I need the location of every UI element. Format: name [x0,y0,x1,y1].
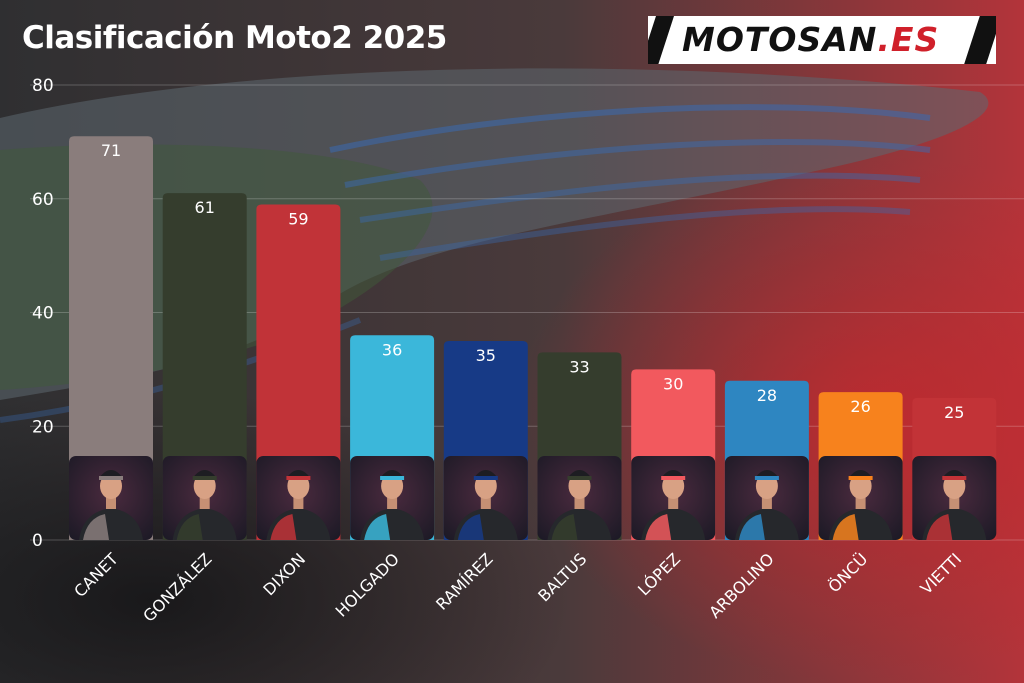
rider-neck [668,496,679,509]
rider-suit-accent [926,514,953,540]
rider-cap-band [942,476,967,480]
value-label: 71 [101,141,121,160]
rider-neck [761,496,772,509]
rider-cap-band [661,476,686,480]
value-label: 61 [195,198,215,217]
rider-neck [199,496,210,509]
rider-cap-band [848,476,873,480]
chart-title: Clasificación Moto2 2025 [22,20,447,56]
rider-suit-accent [645,514,672,540]
x-tick-label: LÓPEZ [634,549,684,599]
rider-neck [949,496,960,509]
rider-suit-accent [364,514,391,540]
rider-neck [855,496,866,509]
rider-cap-band [567,476,592,480]
value-label: 35 [476,346,496,365]
rider-suit-accent [83,514,109,540]
rider-suit-accent [176,514,203,540]
rider-suit-accent [738,514,765,540]
x-tick-label: RAMÍREZ [432,549,496,613]
rider-cap-band [99,476,123,480]
rider-neck [293,496,304,509]
y-tick-label: 20 [32,417,54,437]
rider-cap-band [286,476,311,480]
x-tick-label: DIXON [259,549,309,599]
rider-cap-band [473,476,498,480]
x-tick-label: GONZÁLEZ [139,549,215,625]
y-tick-label: 80 [32,76,54,96]
rider-suit-accent [832,514,859,540]
value-label: 30 [663,374,683,393]
rider-suit-accent [551,514,578,540]
x-tick-label: ARBOLINO [705,549,778,622]
x-tick-label: CANET [70,549,122,601]
value-label: 25 [944,403,964,422]
motosan-logo[interactable]: MOTOSAN.ES [648,16,996,64]
logo-main: MOTOSAN [682,20,878,59]
y-tick-label: 0 [32,531,43,551]
rider-neck [387,496,398,509]
rider-suit-accent [457,514,484,540]
y-tick-label: 60 [32,190,54,210]
bar [162,193,247,540]
rider-neck [574,496,585,509]
rider-neck [480,496,491,509]
value-label: 28 [757,386,777,405]
rider-cap-band [192,476,217,480]
value-label: 33 [569,357,589,376]
value-label: 26 [850,397,870,416]
logo-accent: .ES [877,20,940,59]
value-label: 36 [382,340,402,359]
y-tick-label: 40 [32,304,54,324]
bar [69,136,153,540]
x-tick-label: ÖNCÜ [824,549,871,596]
value-label: 59 [288,209,308,228]
x-tick-label: HOLGADO [332,549,403,620]
rider-cap-band [380,476,405,480]
rider-neck [106,496,116,509]
x-tick-label: BALTUS [534,549,590,605]
rider-suit-accent [270,514,297,540]
rider-cap-band [754,476,779,480]
logo-text: MOTOSAN.ES [682,20,939,59]
x-tick-label: VIETTI [917,549,966,598]
